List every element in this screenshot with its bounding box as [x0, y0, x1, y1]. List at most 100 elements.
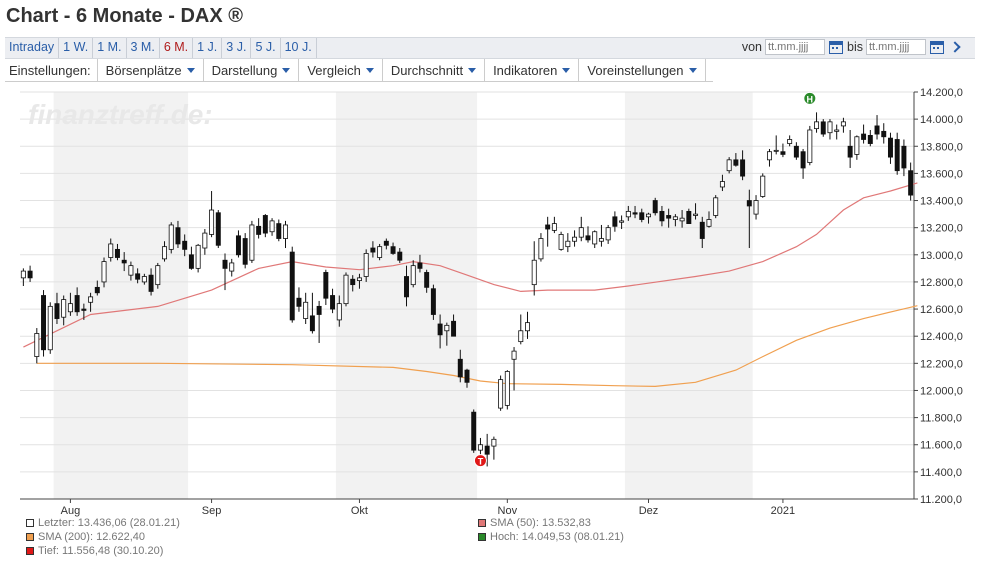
candle — [827, 121, 833, 134]
y-tick-label: 13.200,0 — [920, 223, 963, 235]
candle — [834, 129, 840, 132]
from-label: von — [741, 40, 763, 54]
date-range: von bis — [741, 39, 961, 55]
period-tab-3[interactable]: 3 M. — [127, 38, 160, 58]
period-tab-6[interactable]: 3 J. — [222, 38, 252, 58]
candle — [874, 125, 880, 135]
candle — [343, 274, 349, 305]
candle — [881, 130, 887, 138]
legend-high: Hoch: 14.049,53 (08.01.21) — [478, 531, 624, 543]
candle — [47, 305, 53, 351]
y-tick-label: 14.200,0 — [920, 87, 963, 99]
candle — [672, 216, 678, 220]
y-tick-label: 11.800,0 — [920, 413, 962, 425]
candle — [484, 445, 490, 455]
legend-swatch-sma200 — [26, 533, 34, 541]
settings-menu-2[interactable]: Vergleich — [299, 58, 383, 82]
candle — [558, 234, 564, 250]
calendar-icon[interactable] — [829, 40, 844, 54]
candle — [760, 175, 766, 197]
candle — [303, 301, 309, 319]
x-tick-label: Sep — [202, 505, 222, 517]
candle — [235, 235, 241, 256]
settings-menu-label: Voreinstellungen — [587, 62, 684, 78]
candle — [404, 276, 409, 298]
settings-menu-label: Börsenplätze — [105, 62, 182, 78]
candle — [135, 273, 141, 280]
candle — [666, 215, 672, 219]
candle — [632, 212, 638, 215]
to-date-input[interactable] — [866, 39, 926, 55]
period-tab-5[interactable]: 1 J. — [193, 38, 223, 58]
candle — [740, 159, 746, 177]
candle — [128, 265, 134, 276]
period-tab-8[interactable]: 10 J. — [281, 38, 317, 58]
candle — [551, 223, 557, 231]
period-tab-4[interactable]: 6 M. — [160, 38, 194, 58]
candle — [679, 217, 685, 222]
candle — [820, 121, 826, 135]
candle — [370, 247, 376, 253]
candle — [444, 324, 450, 332]
candle — [686, 210, 692, 224]
settings-menu-5[interactable]: Voreinstellungen — [579, 58, 706, 82]
candle — [894, 139, 900, 172]
chevron-down-icon — [365, 67, 374, 73]
candle — [195, 244, 201, 269]
candle — [659, 210, 665, 222]
candle — [598, 238, 604, 242]
candle — [249, 224, 255, 261]
watermark: finanztreff.de: — [28, 99, 213, 130]
legend-high-text: Hoch: 14.049,53 (08.01.21) — [490, 531, 624, 543]
legend-swatch-high — [478, 533, 486, 541]
settings-menu-0[interactable]: Börsenplätze — [98, 58, 204, 82]
settings-menu-4[interactable]: Indikatoren — [485, 58, 580, 82]
candle — [148, 274, 154, 292]
settings-menu-label: Vergleich — [307, 62, 361, 78]
high-marker-label: H — [807, 94, 814, 104]
period-tab-0[interactable]: Intraday — [5, 38, 60, 58]
legend-low-text: Tief: 11.556,48 (30.10.20) — [38, 545, 164, 557]
x-tick-label: Dez — [639, 505, 659, 517]
x-tick-label: Okt — [351, 505, 368, 517]
candle — [141, 276, 147, 283]
candle — [67, 303, 73, 313]
period-tabs: Intraday 1 W. 1 M. 3 M. 6 M. 1 J. 3 J. 5 J. 10 J… — [5, 38, 317, 58]
candle — [646, 213, 651, 218]
candle — [27, 270, 33, 279]
y-tick-label: 14.000,0 — [920, 114, 963, 126]
sma50-line — [23, 182, 918, 348]
period-tab-1[interactable]: 1 W. — [59, 38, 94, 58]
period-tab-2[interactable]: 1 M. — [93, 38, 127, 58]
settings-menu-1[interactable]: Darstellung — [204, 58, 300, 82]
chevron-right-icon[interactable] — [949, 41, 961, 53]
candle — [397, 251, 403, 261]
candle — [182, 240, 188, 250]
candle — [457, 358, 463, 378]
settings-menu-3[interactable]: Durchschnitt — [383, 58, 486, 82]
candle — [733, 159, 739, 166]
candle — [175, 227, 181, 245]
candle — [592, 231, 598, 245]
y-tick-label: 12.200,0 — [920, 358, 963, 370]
candle — [296, 297, 302, 307]
candle — [101, 261, 107, 283]
settings-menu-label: Indikatoren — [493, 62, 558, 78]
candle — [94, 286, 100, 294]
calendar-icon[interactable] — [930, 40, 944, 54]
candle — [289, 251, 295, 321]
legend-last: Letzter: 13.436,06 (28.01.21) — [26, 517, 180, 529]
candle — [908, 170, 914, 196]
y-tick-label: 12.600,0 — [920, 304, 963, 316]
from-date-input[interactable] — [765, 39, 826, 55]
y-tick-label: 13.600,0 — [920, 168, 963, 180]
period-tab-7[interactable]: 5 J. — [251, 38, 281, 58]
candle — [276, 223, 282, 239]
candle — [464, 369, 470, 383]
candle — [108, 243, 114, 258]
y-tick-label: 13.000,0 — [920, 250, 963, 262]
candle — [901, 145, 907, 169]
to-label: bis — [847, 40, 863, 54]
candle — [377, 246, 383, 258]
candle — [188, 254, 194, 269]
